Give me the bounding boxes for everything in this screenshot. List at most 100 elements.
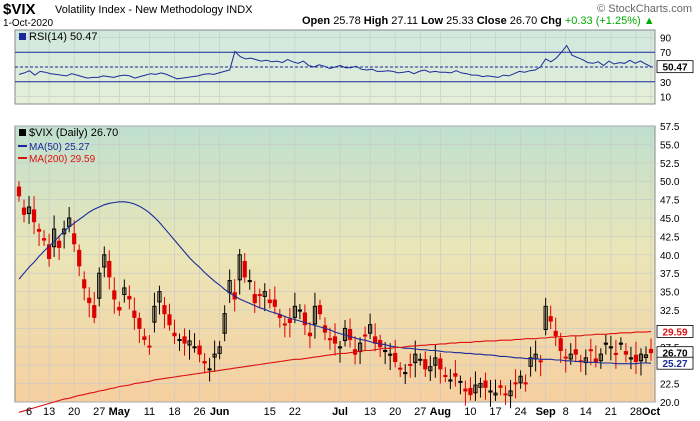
candle-body [147,345,152,348]
candle-body [327,338,333,341]
instrument-title: Volatility Index - New Methodology [55,4,224,16]
ma50-last-label: 25.27 [662,359,687,370]
candle-body [638,353,644,362]
candle-body [458,380,463,383]
candle-body [528,357,533,367]
close-last-label: 26.70 [662,349,687,360]
candle-body [483,380,488,388]
candle-body [242,260,247,278]
candle-body [152,305,157,323]
rsi-last-label-box [656,60,694,74]
candle-body [26,206,32,215]
candle-body [373,336,378,344]
candle-body [272,299,277,307]
price-y-tick: 22.5 [660,380,680,391]
ma200-last-label-box [656,325,694,338]
candle-body [448,379,453,382]
candle-body [57,240,62,248]
price-y-tick: 35.0 [660,288,680,299]
candle-body [102,254,107,268]
open-value: 25.78 [333,15,361,27]
up-arrow-icon: ▲ [643,15,655,27]
candle-body [368,324,373,334]
candle-body [157,291,162,303]
candle-body [262,291,267,297]
price-legend: $VIX (Daily) 26.70 [29,127,118,139]
rsi-y-tick: 70 [660,48,672,59]
x-tick-label: 28 [630,406,642,418]
candle-body [142,336,147,340]
candle-body [413,353,418,364]
x-tick-label: 13 [43,406,55,418]
ma50-line [18,201,652,365]
candle-body [312,305,318,325]
candle-body [468,387,473,396]
symbol: $VIX [3,1,36,18]
candle-body [202,361,207,364]
candle-body [36,228,42,232]
candle-body [508,390,513,397]
candle-body [237,254,242,281]
candle-body [212,353,217,358]
x-tick-label: 27 [414,406,426,418]
candle-body [247,280,252,283]
candle-body [222,313,227,334]
candle-body [648,348,654,354]
candle-body [317,305,323,315]
price-y-tick: 37.5 [660,269,680,280]
x-tick-label: 15 [264,406,276,418]
candle-body [187,340,192,346]
rsi-last-label: 50.47 [662,63,687,74]
rsi-line [18,44,652,80]
candle-body [418,358,423,361]
candle-body [127,295,132,300]
candle-body [257,294,262,297]
candle-body [453,373,458,377]
price-y-tick: 55.0 [660,140,680,151]
candle-body [603,342,608,345]
x-tick-label: Oct [642,406,661,418]
price-panel [14,125,656,403]
candle-body [628,357,634,360]
candle-body [643,354,649,358]
candle-body [302,312,308,326]
candle-body [633,354,639,363]
candle-body [538,360,543,363]
x-tick-label: 6 [26,406,32,418]
watermark: © StockCharts.com [597,3,692,15]
candle-body [41,238,47,241]
candle-body [72,233,77,245]
open-label: Open [302,15,331,27]
x-tick-label: 26 [193,406,205,418]
candle-body [403,372,408,375]
x-tick-label: 22 [289,406,301,418]
candle-body [478,383,483,388]
price-y-tick: 32.5 [660,306,680,317]
candle-body [438,358,443,370]
candle-body [182,336,187,344]
candle-body [383,349,388,353]
rsi-y-tick: 10 [660,93,672,104]
candle-body [192,346,197,349]
candle-body [543,305,548,331]
candle-body [282,323,287,326]
candle-body [623,351,629,355]
ma50-last-label-box [656,356,694,370]
instrument-name: Volatility Index - New Methodology INDX [55,4,253,16]
candle-body [97,272,102,299]
candle-body [132,310,137,318]
ma50-legend: MA(50) 25.27 [29,142,90,153]
candle-body [217,346,222,354]
x-tick-label: May [109,406,131,418]
close-label: Close [476,15,507,27]
candle-body [207,368,212,371]
x-tick-label: Sep [536,406,556,418]
candle-body [398,367,403,370]
quote-summary: Open 25.78 High 27.11 Low 25.33 Close 26… [302,15,655,27]
price-y-tick: 50.0 [660,177,680,188]
high-value: 27.11 [391,15,419,27]
candle-body [197,345,202,355]
x-tick-label: 20 [68,406,80,418]
candle-body [177,338,182,342]
candle-body [77,249,82,267]
